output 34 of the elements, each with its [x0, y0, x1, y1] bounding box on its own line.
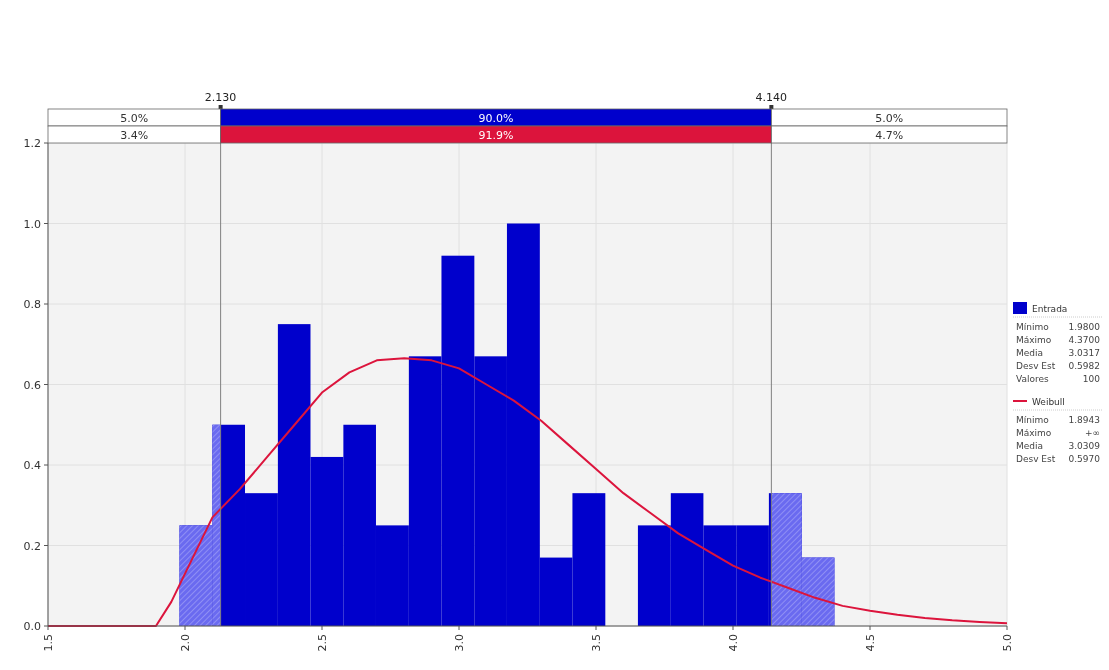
text: 5.0%	[120, 111, 149, 125]
ref-line-label: 4.140	[755, 91, 788, 104]
text: 3.4%	[120, 128, 149, 142]
y-tick-label: 1.0	[23, 217, 41, 231]
y-tick-label: 0.0	[23, 620, 41, 633]
x-tick-label: 2.5	[316, 634, 329, 652]
x-tick-label: 4.5	[864, 634, 877, 652]
x-tick-label: 4.0	[727, 634, 740, 652]
x-tick-label: 3.5	[590, 634, 603, 652]
y-tick-label: 0.8	[23, 298, 41, 311]
text: Desv Est 0.5982	[1016, 361, 1100, 371]
text: Mínimo 1.8943	[1016, 415, 1100, 425]
x-tick-label: 2.0	[179, 634, 192, 652]
legend-label: Entrada	[1032, 304, 1068, 314]
x-tick-label: 5.0	[1001, 634, 1014, 652]
text: 90.0%	[478, 111, 514, 125]
text: 4.7%	[875, 128, 904, 142]
text: Desv Est 0.5970	[1016, 454, 1100, 464]
text: 5.0%	[875, 111, 904, 125]
ref-line-label: 2.130	[204, 91, 237, 104]
legend-label: Weibull	[1032, 397, 1065, 407]
x-tick-label: 3.0	[453, 634, 466, 652]
text: Máximo 4.3700	[1016, 335, 1100, 345]
text: 91.9%	[478, 128, 514, 142]
y-tick-label: 1.2	[23, 137, 41, 150]
text: Media 3.0317	[1016, 348, 1100, 358]
text: Media 3.0309	[1016, 441, 1100, 451]
y-tick-label: 0.4	[23, 459, 41, 472]
x-tick-label: 1.5	[42, 634, 55, 652]
text: Valores 100	[1016, 374, 1100, 384]
text: Máximo +∞	[1016, 428, 1100, 438]
text: Mínimo 1.9800	[1016, 322, 1100, 332]
y-tick-label: 0.6	[23, 378, 41, 392]
y-tick-label: 0.2	[23, 539, 41, 553]
